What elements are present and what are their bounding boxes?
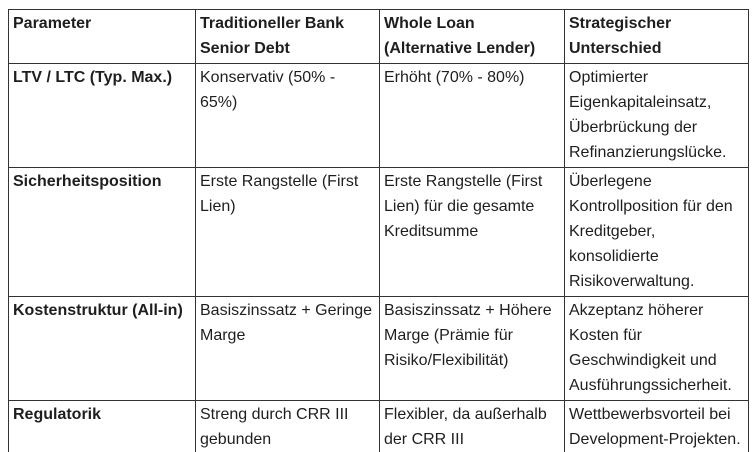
- table-row-kostenstruktur: Kostenstruktur (All-in) Basiszinssatz + …: [8, 296, 749, 401]
- table-cell: Akzeptanz höherer Kosten für Geschwindig…: [564, 296, 749, 401]
- column-header-strategischer-unterschied: Strategischer Unterschied: [564, 9, 749, 64]
- table-cell: Wettbewerbsvorteil bei Development-Proje…: [564, 400, 749, 452]
- row-header-cell: Kostenstruktur (All-in): [8, 296, 196, 401]
- column-header-parameter: Parameter: [8, 9, 196, 64]
- table-row-ltv-ltc: LTV / LTC (Typ. Max.) Konservativ (50% -…: [8, 63, 749, 168]
- table-cell: Erste Rangstelle (First Lien) für die ge…: [379, 167, 565, 297]
- table-row-regulatorik: Regulatorik Streng durch CRR III gebunde…: [8, 400, 749, 452]
- table-cell: Basiszinssatz + Höhere Marge (Prämie für…: [379, 296, 565, 401]
- header-row: Parameter Traditioneller Bank Senior Deb…: [8, 9, 749, 64]
- column-header-whole-loan-alternative-lender: Whole Loan (Alternative Lender): [379, 9, 565, 64]
- table-cell: Überlegene Kontrollposition für den Kred…: [564, 167, 749, 297]
- loan-comparison-table: Parameter Traditioneller Bank Senior Deb…: [8, 9, 749, 452]
- table-cell: Optimierter Eigenkapitaleinsatz, Überbrü…: [564, 63, 749, 168]
- row-header-cell: Regulatorik: [8, 400, 196, 452]
- table-row-sicherheitsposition: Sicherheitsposition Erste Rangstelle (Fi…: [8, 167, 749, 297]
- row-header-cell: LTV / LTC (Typ. Max.): [8, 63, 196, 168]
- table-cell: Basiszinssatz + Geringe Marge: [195, 296, 380, 401]
- column-header-traditional-bank-senior-debt: Traditioneller Bank Senior Debt: [195, 9, 380, 64]
- table-cell: Konservativ (50% - 65%): [195, 63, 380, 168]
- table-cell: Streng durch CRR III gebunden: [195, 400, 380, 452]
- row-header-cell: Sicherheitsposition: [8, 167, 196, 297]
- table-cell: Erste Rangstelle (First Lien): [195, 167, 380, 297]
- table-cell: Flexibler, da außerhalb der CRR III Kern…: [379, 400, 565, 452]
- table-cell: Erhöht (70% - 80%): [379, 63, 565, 168]
